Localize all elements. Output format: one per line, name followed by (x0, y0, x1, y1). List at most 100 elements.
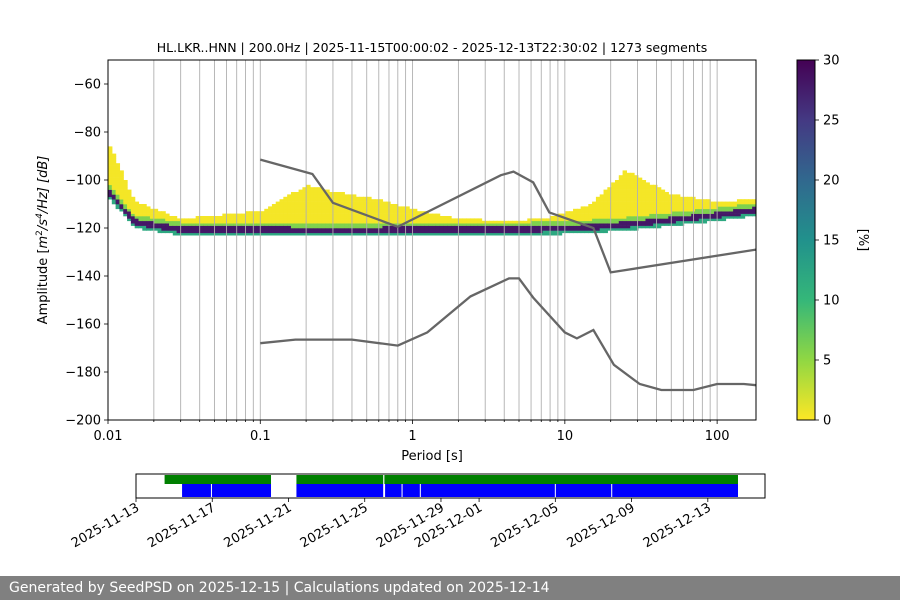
density-cell (268, 206, 273, 210)
density-cell (298, 201, 303, 205)
density-cell (611, 201, 616, 205)
density-cell (409, 223, 414, 226)
density-cell (595, 211, 601, 214)
density-cell (294, 216, 300, 219)
density-cell (401, 232, 406, 236)
density-cell (252, 228, 258, 231)
density-cell (108, 194, 113, 198)
density-cell (298, 194, 303, 198)
density-cell (146, 208, 151, 212)
density-cell (336, 232, 342, 236)
density-cell (325, 216, 330, 219)
density-cell (176, 220, 182, 224)
density-cell (294, 232, 300, 236)
density-cell (611, 192, 616, 195)
density-cell (374, 213, 380, 217)
density-cell (626, 194, 631, 198)
density-cell (351, 204, 357, 207)
density-cell (424, 218, 429, 222)
density-cell (218, 218, 223, 222)
density-cell (325, 230, 330, 234)
density-cell (599, 211, 605, 214)
density-cell (630, 201, 635, 205)
density-cell (237, 220, 243, 224)
density-cell (382, 230, 387, 234)
density-cell (218, 225, 223, 229)
density-cell (675, 216, 681, 219)
density-cell (580, 211, 586, 214)
density-cell (637, 196, 643, 200)
density-cell (351, 206, 357, 210)
density-cell (252, 213, 258, 217)
density-cell (424, 216, 429, 219)
density-cell (618, 189, 624, 193)
density-cell (458, 228, 464, 231)
density-cell (165, 230, 170, 234)
density-cell (580, 206, 586, 210)
density-cell (531, 225, 536, 229)
density-cell (313, 204, 319, 207)
density-cell (310, 187, 315, 190)
density-cell (542, 218, 547, 222)
density-cell (649, 211, 654, 214)
density-cell (298, 220, 303, 224)
density-cell (207, 223, 212, 226)
density-cell (656, 208, 662, 212)
density-cell (199, 230, 204, 234)
density-cell (706, 201, 711, 205)
density-cell (630, 204, 635, 207)
density-cell (630, 208, 635, 212)
density-cell (660, 206, 666, 210)
density-cell (412, 223, 418, 226)
density-cell (294, 213, 300, 217)
density-cell (614, 184, 620, 188)
density-cell (672, 216, 677, 219)
density-cell (637, 194, 643, 198)
density-cell (329, 206, 334, 210)
density-cell (592, 216, 597, 219)
density-cell (382, 216, 387, 219)
density-cell (752, 204, 756, 207)
density-cell (302, 230, 307, 234)
density-cell (168, 225, 174, 229)
density-cell (672, 204, 677, 207)
density-cell (226, 218, 231, 222)
density-cell (275, 225, 281, 229)
density-cell (721, 206, 727, 210)
density-cell (435, 216, 441, 219)
density-cell (180, 230, 185, 234)
density-cell (656, 199, 662, 202)
density-cell (542, 228, 547, 231)
density-cell (348, 218, 353, 222)
density-cell (188, 232, 193, 236)
density-cell (477, 228, 483, 231)
density-cell (432, 220, 437, 224)
colorbar-tick-label: 0 (823, 414, 831, 429)
density-cell (115, 201, 121, 205)
density-cell (706, 199, 711, 202)
density-cell (290, 220, 296, 224)
density-cell (740, 206, 746, 210)
density-cell (226, 228, 231, 231)
density-cell (298, 199, 303, 202)
density-cell (115, 184, 121, 188)
density-cell (637, 189, 643, 193)
density-cell (256, 225, 262, 229)
density-cell (161, 223, 166, 226)
density-cell (340, 230, 345, 234)
density-cell (622, 223, 627, 226)
density-cell (344, 199, 349, 202)
density-cell (218, 220, 223, 224)
density-cell (203, 216, 208, 219)
density-cell (359, 206, 364, 210)
density-cell (653, 189, 658, 193)
density-cell (287, 228, 292, 231)
density-cell (599, 204, 605, 207)
density-cell (550, 220, 555, 224)
density-cell (630, 189, 635, 193)
density-cell (229, 223, 235, 226)
density-cell (176, 230, 182, 234)
density-cell (420, 223, 425, 226)
density-cell (302, 225, 307, 229)
density-cell (447, 220, 452, 224)
